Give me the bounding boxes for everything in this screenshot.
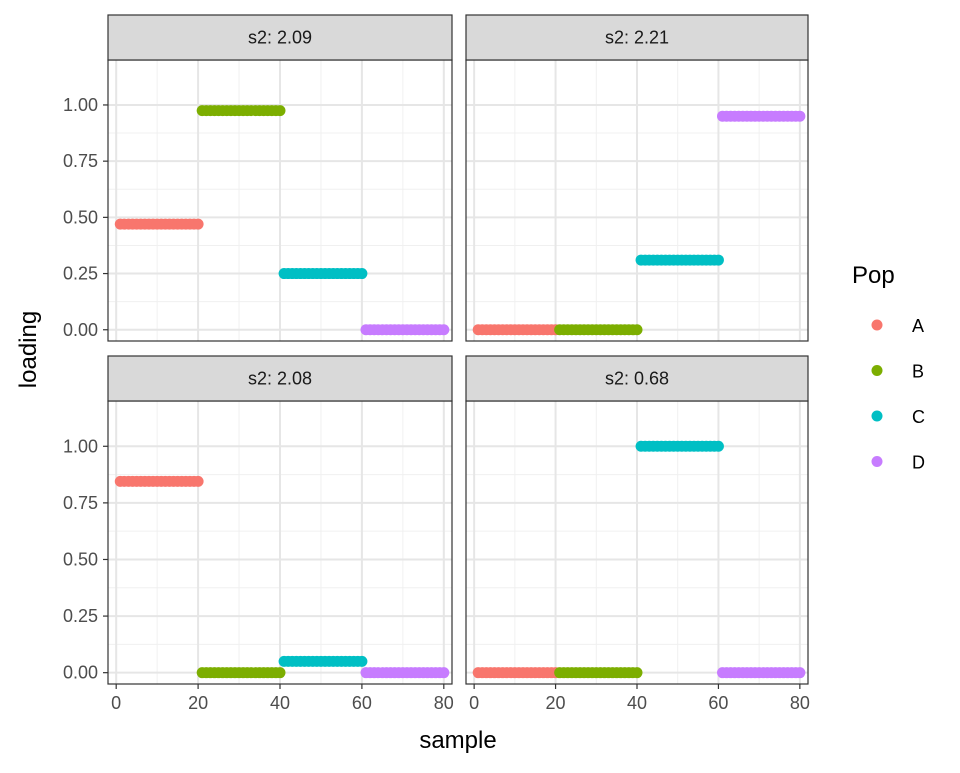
legend-label-d: D bbox=[912, 453, 925, 473]
y-axis-title: loading bbox=[15, 311, 42, 388]
data-point-a bbox=[192, 218, 204, 230]
x-tick-label: 60 bbox=[708, 693, 728, 713]
x-tick-label: 60 bbox=[352, 693, 372, 713]
data-point-c bbox=[356, 655, 368, 667]
legend-key-c bbox=[871, 410, 883, 422]
x-tick-label: 0 bbox=[469, 693, 479, 713]
facet-strip-label: s2: 0.68 bbox=[605, 369, 669, 389]
data-point-d bbox=[794, 667, 806, 679]
y-tick-label: 0.25 bbox=[63, 606, 98, 626]
y-tick-label: 0.50 bbox=[63, 549, 98, 569]
y-tick-label: 0.00 bbox=[63, 320, 98, 340]
legend-label-a: A bbox=[912, 316, 924, 336]
facet-strip bbox=[107, 355, 453, 402]
facet-strip-label: s2: 2.08 bbox=[248, 369, 312, 389]
y-tick-label: 0.75 bbox=[63, 151, 98, 171]
x-tick-label: 20 bbox=[546, 693, 566, 713]
facet-strip bbox=[465, 355, 809, 402]
legend-key-b bbox=[871, 365, 883, 376]
legend-title: Pop bbox=[852, 262, 895, 289]
facet-strip bbox=[465, 14, 809, 61]
data-point-d bbox=[794, 110, 806, 122]
legend-label-b: B bbox=[912, 362, 924, 382]
x-axis-title: sample bbox=[419, 727, 496, 754]
legend-key-a bbox=[871, 319, 883, 331]
x-tick-label: 20 bbox=[188, 693, 208, 713]
data-point-b bbox=[631, 324, 643, 336]
data-point-d bbox=[438, 324, 450, 336]
legend-key-d bbox=[871, 456, 883, 467]
x-tick-label: 0 bbox=[111, 693, 121, 713]
data-point-b bbox=[274, 105, 286, 117]
facet-strip-label: s2: 2.21 bbox=[605, 28, 669, 48]
facet-strip bbox=[107, 14, 453, 61]
data-point-b bbox=[631, 667, 643, 679]
data-point-c bbox=[356, 268, 368, 280]
data-point-a bbox=[192, 475, 204, 487]
x-tick-label: 80 bbox=[434, 693, 454, 713]
y-tick-label: 1.00 bbox=[63, 95, 98, 115]
data-point-d bbox=[438, 667, 450, 679]
y-tick-label: 1.00 bbox=[63, 436, 98, 456]
facet-strip-label: s2: 2.09 bbox=[248, 28, 312, 48]
legend-label-c: C bbox=[912, 407, 925, 427]
data-point-c bbox=[712, 254, 724, 266]
x-tick-label: 80 bbox=[790, 693, 810, 713]
y-tick-label: 0.75 bbox=[63, 493, 98, 513]
y-tick-label: 0.25 bbox=[63, 264, 98, 284]
data-point-c bbox=[712, 440, 724, 452]
y-tick-label: 0.50 bbox=[63, 207, 98, 227]
data-point-b bbox=[274, 667, 286, 679]
x-tick-label: 40 bbox=[270, 693, 290, 713]
y-tick-label: 0.00 bbox=[63, 663, 98, 683]
x-tick-label: 40 bbox=[627, 693, 647, 713]
